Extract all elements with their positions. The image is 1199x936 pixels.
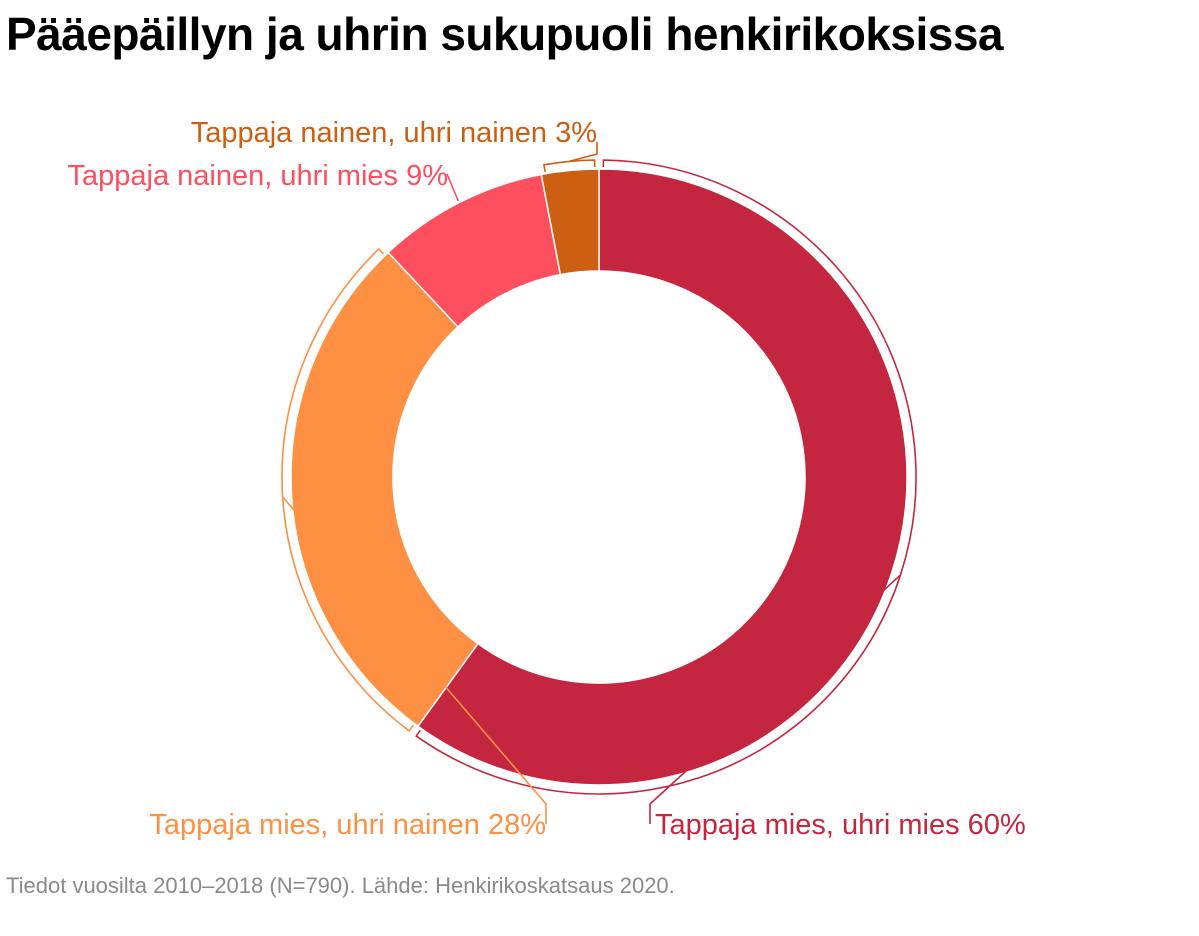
footer-note: Tiedot vuosilta 2010–2018 (N=790). Lähde…	[6, 873, 675, 898]
slice-tappaja-mies-uhri-nainen-28	[290, 251, 479, 728]
leader-connector-tappaja-mies-uhri-nainen-28	[282, 496, 547, 824]
label-tappaja-nainen-uhri-mies-9: Tappaja nainen, uhri mies 9%	[68, 160, 448, 192]
leaders-layer	[281, 142, 917, 824]
chart-title: Pääepäillyn ja uhrin sukupuoli henkiriko…	[6, 8, 1004, 60]
leader-tappaja-mies-uhri-nainen-28	[281, 247, 414, 732]
label-tappaja-mies-uhri-mies-60: Tappaja mies, uhri mies 60%	[655, 809, 1026, 841]
leader-tappaja-nainen-uhri-mies-9	[446, 173, 460, 202]
labels-layer: Tappaja mies, uhri mies 60% Tappaja mies,…	[68, 117, 1026, 841]
leader-connector-tappaja-nainen-uhri-nainen-3	[568, 142, 598, 163]
slice-tappaja-nainen-uhri-nainen-3	[540, 168, 600, 276]
label-tappaja-mies-uhri-nainen-28: Tappaja mies, uhri nainen 28%	[149, 809, 546, 841]
leader-tappaja-mies-uhri-mies-60	[415, 159, 917, 795]
leader-connector-tappaja-mies-uhri-mies-60	[649, 574, 902, 824]
slices-layer	[290, 168, 908, 786]
leader-tappaja-nainen-uhri-nainen-3	[543, 159, 596, 172]
label-tappaja-nainen-uhri-nainen-3: Tappaja nainen, uhri nainen 3%	[191, 117, 597, 149]
slice-tappaja-mies-uhri-mies-60	[416, 168, 908, 786]
